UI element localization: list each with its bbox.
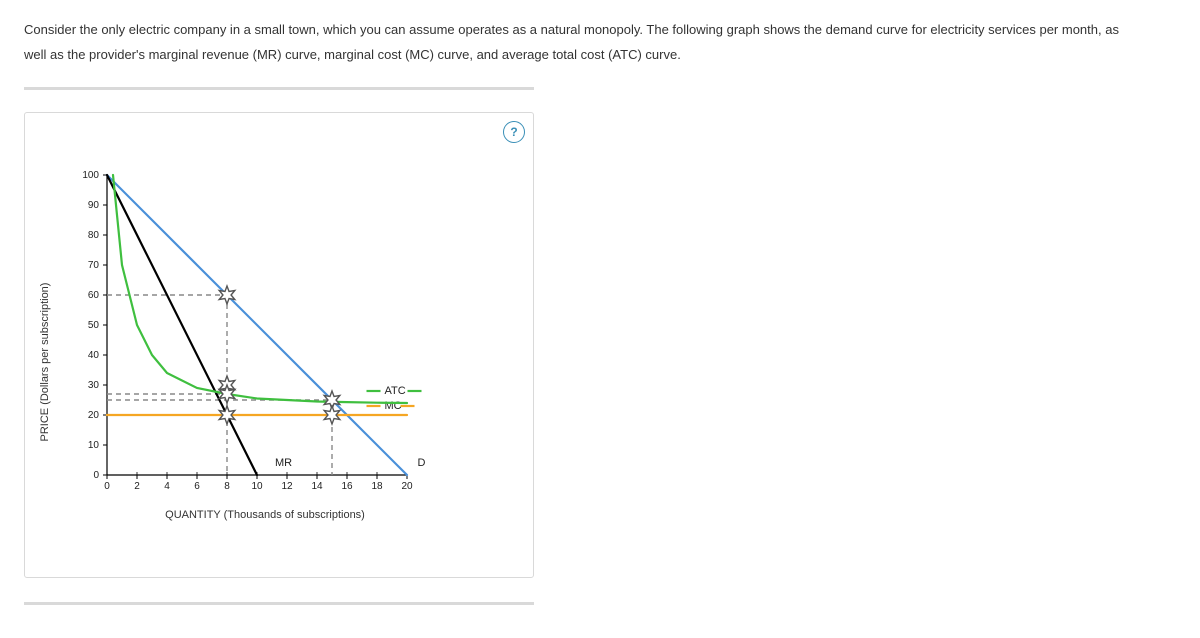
y-axis-label: PRICE (Dollars per subscription) [39,283,51,442]
svg-text:0: 0 [93,470,99,481]
svg-text:50: 50 [88,320,100,331]
svg-text:4: 4 [164,481,170,492]
svg-text:100: 100 [82,170,99,181]
chart-panel: ? PRICE (Dollars per subscription) 0 2 4 6 8… [24,112,534,578]
svg-text:90: 90 [88,200,100,211]
svg-text:2: 2 [134,481,140,492]
help-icon[interactable]: ? [503,121,525,143]
svg-text:D: D [418,457,426,469]
svg-text:0: 0 [104,481,110,492]
svg-text:60: 60 [88,290,100,301]
svg-text:6: 6 [194,481,200,492]
x-axis-label: QUANTITY (Thousands of subscriptions) [55,509,475,521]
question-text: Consider the only electric company in a … [24,18,1144,67]
svg-text:20: 20 [88,410,100,421]
svg-text:30: 30 [88,380,100,391]
svg-text:12: 12 [281,481,293,492]
divider-top [24,87,534,90]
svg-text:14: 14 [311,481,323,492]
divider-bottom [24,602,534,605]
svg-text:20: 20 [401,481,413,492]
chart-container: PRICE (Dollars per subscription) 0246810… [55,167,475,557]
svg-text:16: 16 [341,481,353,492]
svg-text:18: 18 [371,481,383,492]
svg-text:MR: MR [275,457,292,469]
svg-text:70: 70 [88,260,100,271]
svg-text:8: 8 [224,481,230,492]
svg-text:ATC: ATC [385,385,406,397]
svg-text:10: 10 [88,440,100,451]
svg-text:40: 40 [88,350,100,361]
econ-chart-svg: 0 2 4 6 8 10 12 14 16 18 20 0 10 20 30 40 50 60 70 80 90 100 D… [55,167,435,507]
svg-text:10: 10 [251,481,263,492]
svg-text:80: 80 [88,230,100,241]
